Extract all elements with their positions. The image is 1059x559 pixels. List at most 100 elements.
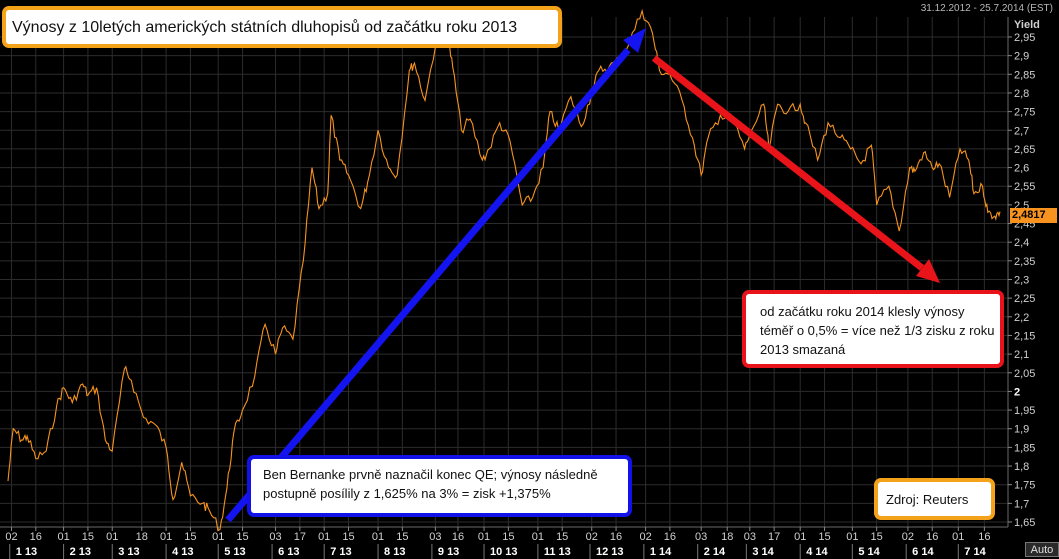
x-tick-label: 15	[818, 531, 830, 543]
month-label: 7 13	[330, 546, 351, 558]
month-label: 6 14	[912, 546, 934, 558]
y-tick-label: 2,85	[1014, 69, 1035, 81]
y-tick-label: 2,55	[1014, 181, 1035, 193]
y-tick-label: 2,8	[1014, 88, 1029, 100]
y-tick-label: 2,05	[1014, 368, 1035, 380]
auto-scale-button[interactable]: Auto	[1025, 542, 1059, 557]
month-label: 9 13	[438, 546, 459, 558]
date-range-label: 31.12.2012 - 25.7.2014 (EST)	[920, 3, 1053, 14]
y-tick-label: 1,65	[1014, 517, 1035, 529]
x-tick-label: 02	[639, 531, 651, 543]
rise-note-text: Ben Bernanke prvně naznačil konec QE; vý…	[263, 467, 598, 501]
y-axis-ticks: 1,65 1,7 1,75 1,8 1,85 1,9 1,95 2 2,05 2,1 2,15 2,2…	[1008, 32, 1035, 529]
x-tick-label: 01	[372, 531, 384, 543]
y-tick-label: 2,6	[1014, 163, 1029, 175]
y-tick-label: 1,75	[1014, 480, 1035, 492]
x-tick-label: 03	[695, 531, 707, 543]
y-tick-label: 2,3	[1014, 275, 1029, 287]
x-tick-label: 01	[106, 531, 118, 543]
x-tick-label: 01	[57, 531, 69, 543]
y-tick-label: 1,8	[1014, 461, 1029, 473]
month-label: 2 14	[704, 546, 726, 558]
chart-title: Výnosy z 10letých amerických státních dl…	[12, 19, 518, 36]
month-label: 3 13	[118, 546, 139, 558]
x-tick-label: 01	[952, 531, 964, 543]
y-tick-label: 2,95	[1014, 32, 1035, 44]
x-tick-label: 16	[610, 531, 622, 543]
y-tick-label: 1,9	[1014, 424, 1029, 436]
month-label: 1 13	[16, 546, 37, 558]
decline-note-text: od začátku roku 2014 klesly výnosy téměř…	[760, 304, 995, 357]
y-tick-label: 2,75	[1014, 107, 1035, 119]
down-arrow-head	[916, 259, 940, 283]
yield-series-line	[7, 8, 1001, 532]
x-tick-label: 17	[768, 531, 780, 543]
x-tick-label: 15	[871, 531, 883, 543]
y-tick-label: 2,25	[1014, 293, 1035, 305]
down-arrow-shaft	[651, 55, 925, 271]
x-tick-label: 01	[160, 531, 172, 543]
month-label: 11 13	[544, 546, 571, 558]
x-tick-label: 15	[82, 531, 94, 543]
month-label: 6 13	[278, 546, 299, 558]
month-label: 2 13	[70, 546, 91, 558]
x-tick-label: 18	[136, 531, 148, 543]
month-label: 1 14	[650, 546, 672, 558]
month-label: 4 13	[172, 546, 193, 558]
source-text: Zdroj: Reuters	[886, 492, 969, 507]
x-tick-label: 16	[30, 531, 42, 543]
y-tick-label: 2,9	[1014, 51, 1029, 63]
x-tick-label: 15	[502, 531, 514, 543]
x-tick-label: 17	[294, 531, 306, 543]
y-tick-label: 2,2	[1014, 312, 1029, 324]
x-tick-label: 02	[5, 531, 17, 543]
y-tick-label: 1,7	[1014, 498, 1029, 510]
month-label: 7 14	[964, 546, 986, 558]
x-axis-ticks: 02 16 01 15 01 18 01 15 01 15 03 17 01 15 01 15 03 16 01 15…	[5, 527, 990, 559]
x-tick-label: 15	[396, 531, 408, 543]
y-tick-label: 2,1	[1014, 349, 1029, 361]
y-tick-label: 2	[1014, 386, 1020, 398]
x-tick-label: 16	[664, 531, 676, 543]
x-tick-label: 01	[846, 531, 858, 543]
up-arrow-head	[623, 28, 646, 53]
month-label: 8 13	[384, 546, 405, 558]
up-trend-arrow	[225, 28, 646, 523]
y-tick-label: 2,7	[1014, 125, 1029, 137]
x-tick-label: 16	[926, 531, 938, 543]
x-tick-label: 01	[794, 531, 806, 543]
last-value-badge: 2,4817	[1010, 208, 1057, 223]
y-tick-label: 1,95	[1014, 405, 1035, 417]
x-tick-label: 01	[478, 531, 490, 543]
y-tick-label: 2,15	[1014, 330, 1035, 342]
decline-callout: od začátku roku 2014 klesly výnosy téměř…	[742, 290, 1004, 368]
x-tick-label: 16	[452, 531, 464, 543]
x-tick-label: 01	[532, 531, 544, 543]
month-label: 10 13	[490, 546, 518, 558]
x-tick-label: 03	[269, 531, 281, 543]
x-tick-label: 01	[212, 531, 224, 543]
month-label: 4 14	[806, 546, 828, 558]
x-tick-label: 15	[184, 531, 196, 543]
month-label: 3 14	[752, 546, 774, 558]
y-tick-label: 2,35	[1014, 256, 1035, 268]
x-tick-label: 18	[721, 531, 733, 543]
x-tick-label: 01	[318, 531, 330, 543]
up-arrow-shaft	[225, 47, 631, 523]
down-trend-arrow	[651, 55, 940, 283]
month-label: 5 14	[858, 546, 880, 558]
y-tick-label: 1,85	[1014, 442, 1035, 454]
x-tick-label: 16	[978, 531, 990, 543]
x-tick-label: 02	[902, 531, 914, 543]
month-label: 5 13	[224, 546, 245, 558]
title-callout: Výnosy z 10letých amerických státních dl…	[2, 6, 562, 48]
month-label: 12 13	[596, 546, 624, 558]
rise-callout: Ben Bernanke prvně naznačil konec QE; vý…	[247, 455, 632, 517]
x-tick-label: 15	[556, 531, 568, 543]
y-tick-label: 2,65	[1014, 144, 1035, 156]
x-tick-label: 02	[586, 531, 598, 543]
y-axis-title: Yield	[1014, 19, 1040, 31]
x-tick-label: 03	[744, 531, 756, 543]
source-callout: Zdroj: Reuters	[874, 478, 995, 520]
x-tick-label: 15	[236, 531, 248, 543]
